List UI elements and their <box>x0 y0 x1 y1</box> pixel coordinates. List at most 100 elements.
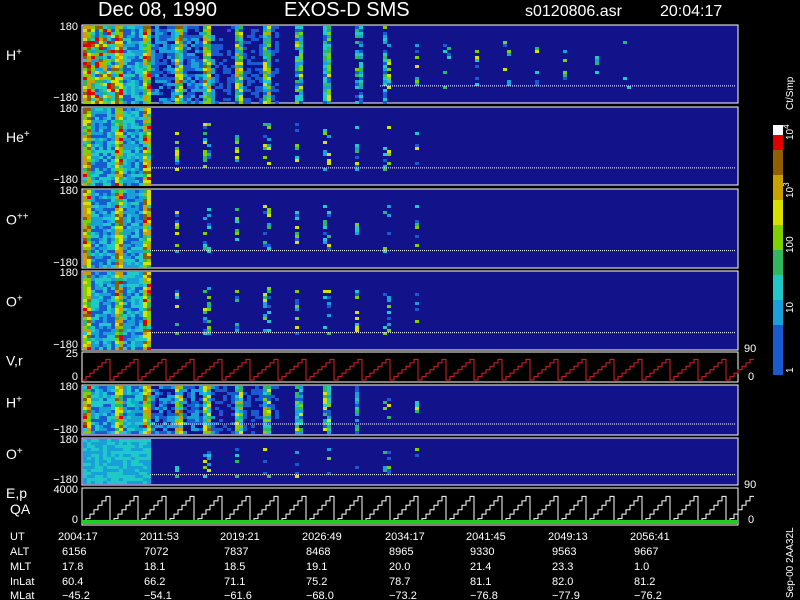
panel-label: H+ <box>6 47 22 64</box>
spectrogram-cell <box>119 308 123 311</box>
spectrogram-cell <box>123 114 127 117</box>
spectrogram-cell <box>107 244 111 247</box>
spectrogram-cell <box>143 174 147 177</box>
spectrogram-cell <box>131 338 135 341</box>
spectrogram-cell <box>131 305 135 308</box>
spectrogram-cell <box>99 448 103 451</box>
spectrogram-cell <box>99 123 103 126</box>
spectrogram-cell <box>111 193 115 196</box>
spectrogram-cell <box>119 323 123 326</box>
spectrogram-cell <box>107 65 111 68</box>
spectrogram-cell <box>207 62 211 65</box>
spectrogram-cell <box>119 141 123 144</box>
spectrogram-cell <box>179 395 183 398</box>
spectrogram-cell <box>99 71 103 74</box>
spectrogram-cell <box>87 101 91 104</box>
spectrogram-cell <box>159 41 163 44</box>
spectrogram-cell <box>267 305 271 308</box>
spectrogram-cell <box>83 481 87 484</box>
spectrogram-cell <box>175 38 179 41</box>
spectrogram-cell <box>83 451 87 454</box>
spectrogram-cell <box>111 265 115 268</box>
spectrogram-cell <box>123 44 127 47</box>
spectrogram-cell <box>147 302 151 305</box>
spectrogram-cell <box>115 439 119 442</box>
spectrogram-cell <box>187 38 191 41</box>
spectrogram-cell <box>235 217 239 220</box>
y-tick-label: 180 <box>60 21 78 33</box>
spectrogram-cell <box>191 26 195 29</box>
spectrogram-cell <box>255 386 259 389</box>
spectrogram-cell <box>131 217 135 220</box>
spectrogram-cell <box>127 156 131 159</box>
spectrogram-cell <box>131 199 135 202</box>
spectrogram-cell <box>87 428 91 431</box>
spectrogram-cell <box>355 392 359 395</box>
spectrogram-cell <box>355 410 359 413</box>
spectrogram-cell <box>195 41 199 44</box>
spectrogram-cell <box>187 47 191 50</box>
spectrogram-cell <box>103 442 107 445</box>
spectrogram-cell <box>151 428 155 431</box>
spectrogram-cell <box>147 86 151 89</box>
spectrogram-cell <box>87 150 91 153</box>
spectrogram-cell <box>99 250 103 253</box>
spectrogram-cell <box>115 469 119 472</box>
spectrogram-cell <box>143 293 147 296</box>
spectrogram-cell <box>327 135 331 138</box>
spectrogram-cell <box>95 299 99 302</box>
spectrogram-cell <box>83 83 87 86</box>
spectrogram-cell <box>131 475 135 478</box>
spectrogram-cell <box>135 35 139 38</box>
spectrogram-cell <box>119 290 123 293</box>
spectrogram-cell <box>171 425 175 428</box>
spectrogram-cell <box>95 193 99 196</box>
spectrogram-cell <box>83 223 87 226</box>
spectrogram-cell <box>235 138 239 141</box>
spectrogram-cell <box>91 398 95 401</box>
spectrogram-cell <box>103 141 107 144</box>
spectrogram-cell <box>147 47 151 50</box>
spectrogram-cell <box>143 389 147 392</box>
spectrogram-cell <box>139 205 143 208</box>
spectrogram-cell <box>595 71 599 74</box>
spectrogram-cell <box>143 135 147 138</box>
spectrogram-cell <box>123 117 127 120</box>
spectrogram-cell <box>95 108 99 111</box>
spectrogram-cell <box>91 442 95 445</box>
spectrogram-cell <box>111 238 115 241</box>
spectrogram-cell <box>87 71 91 74</box>
spectrogram-cell <box>239 32 243 35</box>
spectrogram-cell <box>123 156 127 159</box>
spectrogram-cell <box>83 162 87 165</box>
spectrogram-cell <box>263 395 267 398</box>
spectrogram-cell <box>135 448 139 451</box>
footer-value: 2019:21 <box>220 531 260 543</box>
spectrogram-cell <box>95 466 99 469</box>
spectrogram-cell <box>179 47 183 50</box>
panel-label: E,p <box>6 485 27 501</box>
spectrogram-cell <box>235 425 239 428</box>
spectrogram-cell <box>199 419 203 422</box>
spectrogram-cell <box>103 469 107 472</box>
spectrogram-cell <box>199 386 203 389</box>
spectrogram-cell <box>147 50 151 53</box>
spectrogram-cell <box>95 190 99 193</box>
spectrogram-cell <box>115 32 119 35</box>
spectrogram-cell <box>295 65 299 68</box>
spectrogram-cell <box>115 38 119 41</box>
spectrogram-cell <box>87 422 91 425</box>
spectrogram-cell <box>95 29 99 32</box>
spectrogram-cell <box>135 481 139 484</box>
spectrogram-cell <box>275 71 279 74</box>
spectrogram-cell <box>139 308 143 311</box>
label-part: H <box>6 47 16 63</box>
spectrogram-cell <box>175 296 179 299</box>
footer-value: −61.6 <box>224 590 252 600</box>
spectrogram-cell <box>243 71 247 74</box>
spectrogram-cell <box>127 38 131 41</box>
spectrogram-cell <box>83 183 87 186</box>
spectrogram-cell <box>83 287 87 290</box>
spectrogram-cell <box>143 41 147 44</box>
spectrogram-cell <box>211 95 215 98</box>
